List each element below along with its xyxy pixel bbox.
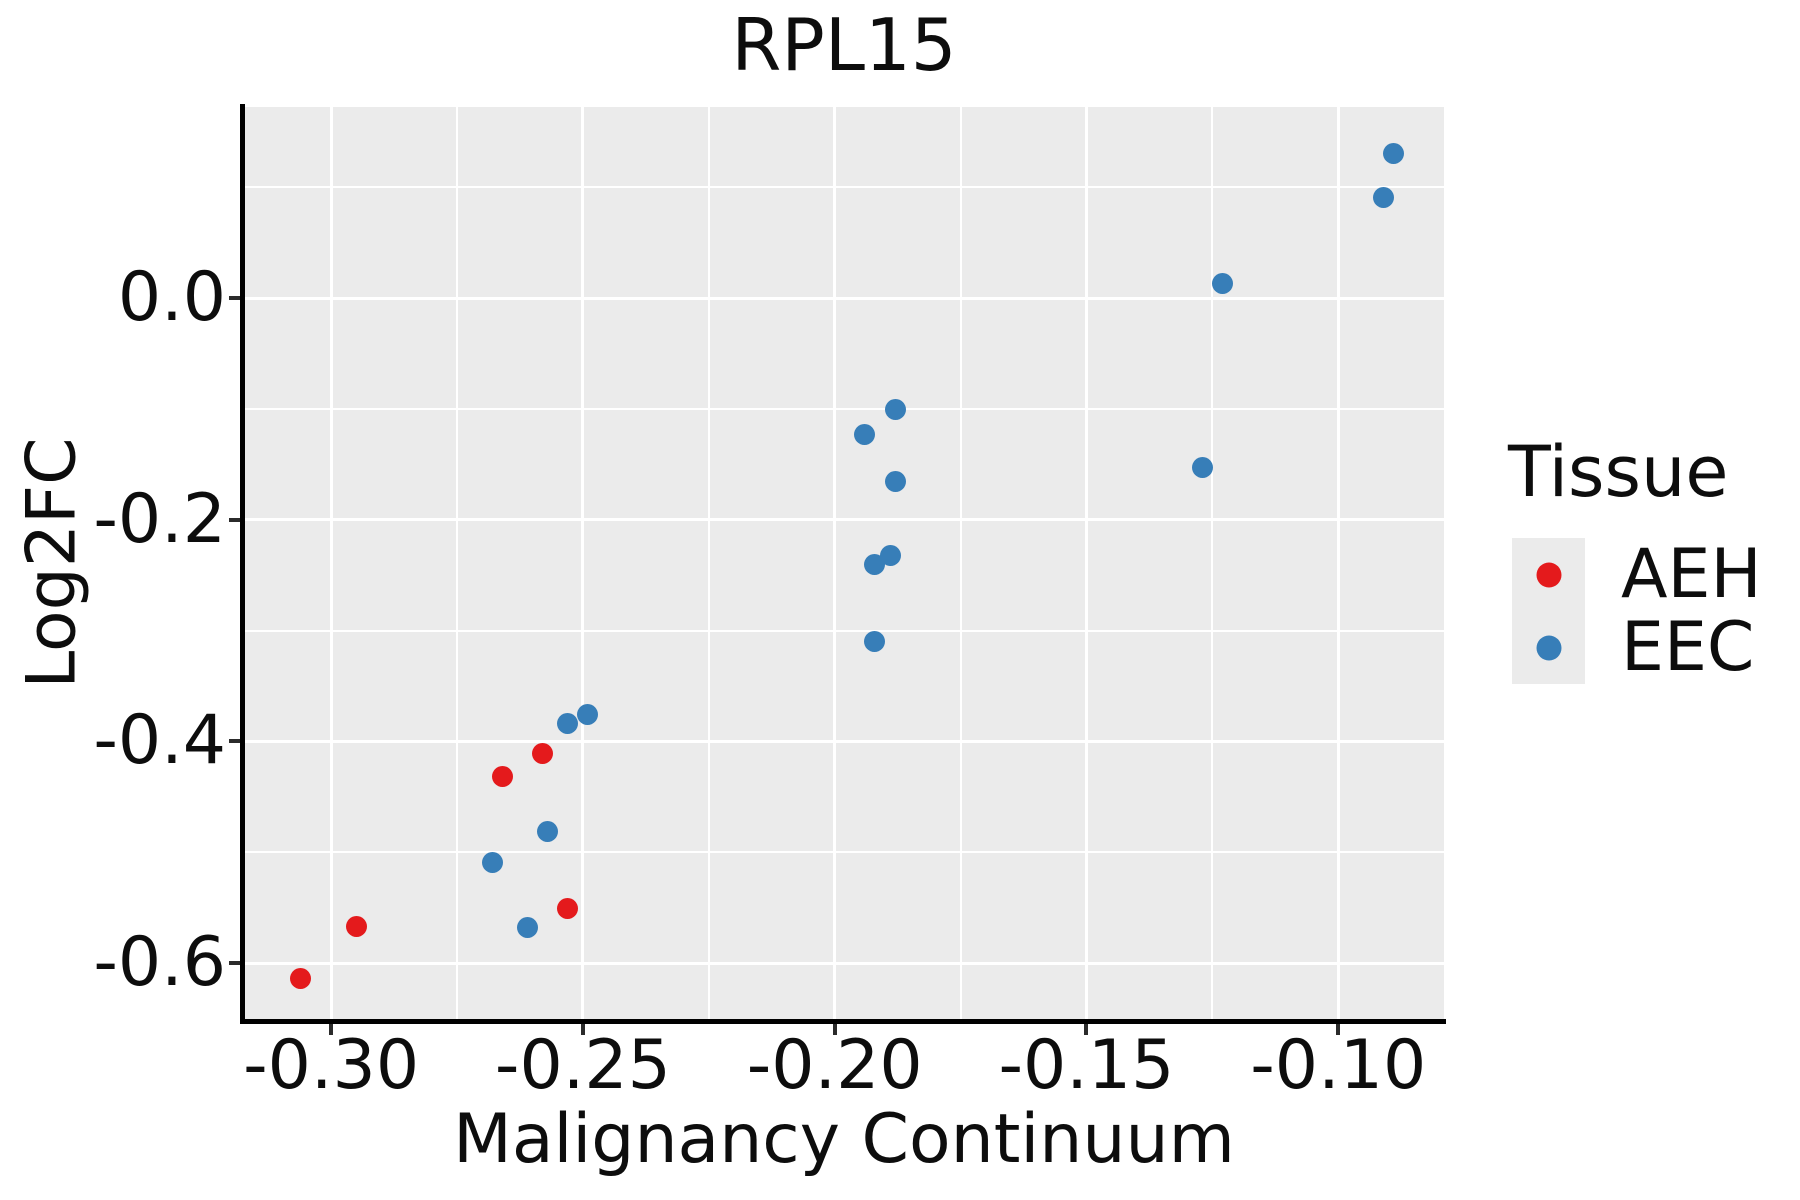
data-point-eec <box>537 820 559 842</box>
x-tick-mark <box>1336 1024 1341 1035</box>
legend-entry-aeh: AEH <box>1512 535 1762 614</box>
data-point-aeh <box>290 968 312 990</box>
data-point-eec <box>1211 273 1233 295</box>
data-point-eec <box>517 917 538 939</box>
y-minor-gridline <box>244 186 1444 189</box>
x-tick-label: -0.20 <box>746 1026 923 1105</box>
x-minor-gridline <box>959 107 962 1019</box>
y-major-gridline <box>244 296 1444 300</box>
x-tick-label: -0.10 <box>1250 1026 1427 1105</box>
data-point-eec <box>1373 186 1395 208</box>
data-point-eec <box>1191 457 1213 479</box>
x-tick-label: -0.25 <box>494 1026 671 1105</box>
x-major-gridline <box>833 107 837 1019</box>
y-tick-label: 0.0 <box>117 258 226 338</box>
y-tick-mark <box>229 517 240 522</box>
x-major-gridline <box>581 107 585 1019</box>
legend-entry-eec: EEC <box>1512 608 1762 687</box>
y-minor-gridline <box>244 851 1444 854</box>
x-tick-mark <box>580 1024 585 1035</box>
x-axis-title: Malignancy Continuum <box>453 1100 1235 1179</box>
plot-title: RPL15 <box>731 3 957 87</box>
legend-label-aeh: AEH <box>1621 535 1762 614</box>
y-tick-label: -0.4 <box>93 701 226 781</box>
y-major-gridline <box>244 518 1444 522</box>
legend-title: Tissue <box>1508 431 1729 513</box>
y-tick-mark <box>229 961 240 966</box>
x-major-gridline <box>1336 107 1340 1019</box>
x-major-gridline <box>1084 107 1088 1019</box>
data-point-aeh <box>532 743 554 765</box>
y-major-gridline <box>244 739 1444 743</box>
x-tick-mark <box>832 1024 837 1035</box>
data-point-eec <box>884 398 906 420</box>
x-tick-label: -0.30 <box>243 1026 420 1105</box>
data-point-aeh <box>557 898 579 920</box>
y-tick-label: -0.6 <box>93 923 226 1003</box>
y-axis-line <box>240 104 245 1023</box>
legend-label-eec: EEC <box>1621 608 1755 687</box>
y-axis-title: Log2FC <box>12 437 92 689</box>
legend-key-box <box>1512 538 1585 611</box>
y-tick-label: -0.2 <box>93 479 226 559</box>
x-minor-gridline <box>1211 107 1214 1019</box>
x-tick-mark <box>329 1024 334 1035</box>
legend-dot-eec-icon <box>1536 635 1561 660</box>
x-axis-line <box>240 1019 1446 1024</box>
data-point-eec <box>481 851 503 873</box>
y-tick-mark <box>229 739 240 744</box>
data-point-eec <box>854 424 876 446</box>
y-minor-gridline <box>244 408 1444 411</box>
x-tick-mark <box>1084 1024 1089 1035</box>
y-minor-gridline <box>244 629 1444 632</box>
data-point-eec <box>557 713 579 735</box>
plot-panel <box>244 107 1444 1019</box>
data-point-eec <box>577 704 599 726</box>
data-point-aeh <box>345 915 367 937</box>
data-point-eec <box>864 631 886 653</box>
data-point-eec <box>879 544 901 566</box>
legend-key-box <box>1512 611 1585 684</box>
y-major-gridline <box>244 961 1444 965</box>
data-point-eec <box>884 470 906 492</box>
legend-dot-aeh-icon <box>1536 562 1561 587</box>
x-major-gridline <box>329 107 333 1019</box>
x-minor-gridline <box>456 107 458 1019</box>
data-point-eec <box>1383 142 1405 164</box>
x-tick-label: -0.15 <box>998 1026 1175 1105</box>
data-point-aeh <box>491 766 513 788</box>
legend-keys: AEH EEC <box>1512 535 1762 687</box>
y-tick-mark <box>229 296 240 301</box>
x-minor-gridline <box>707 107 710 1019</box>
